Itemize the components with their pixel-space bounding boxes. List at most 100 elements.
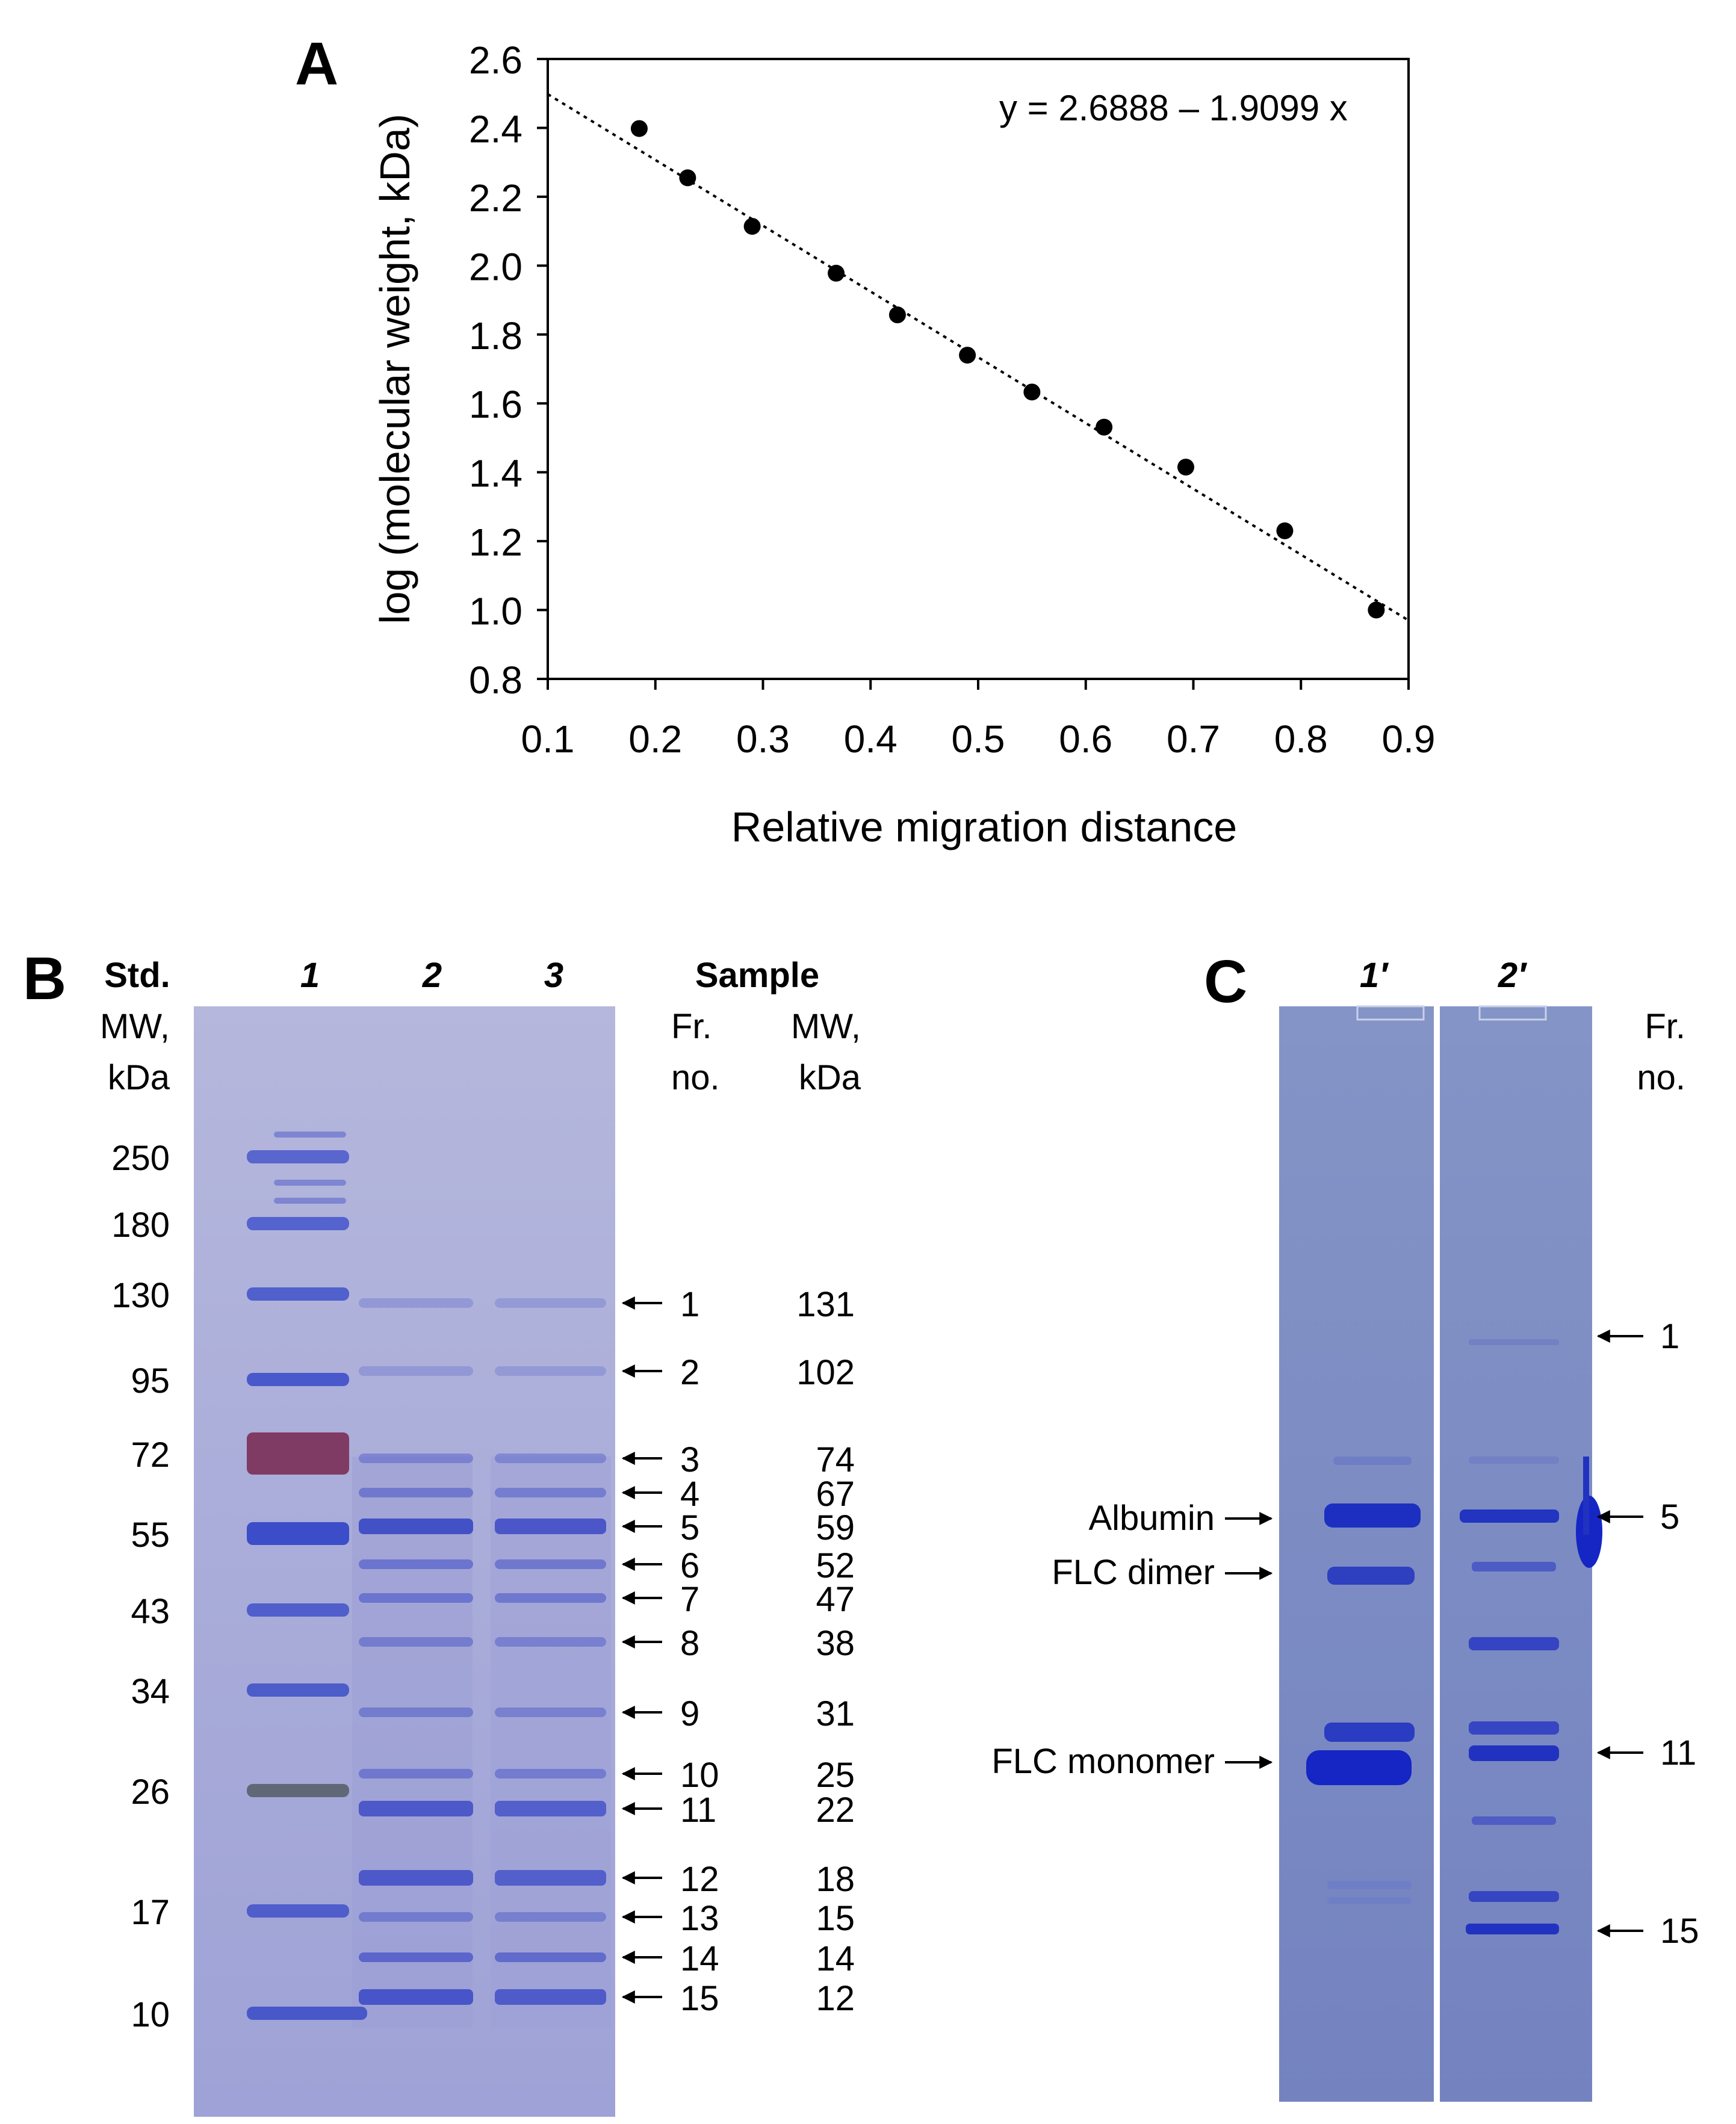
x-tick-label: 0.7 [1167, 717, 1220, 761]
fr-label-2: no. [671, 1058, 720, 1097]
x-tick-label: 0.5 [952, 717, 1005, 761]
std-band [247, 1784, 349, 1797]
fraction-number: 13 [680, 1899, 719, 1938]
sample-band-lane-3 [495, 1454, 606, 1463]
c-fraction-11: 11 [1660, 1733, 1696, 1773]
std-ladder-bands [247, 1132, 367, 2020]
data-point [1276, 522, 1294, 539]
fraction-number: 7 [680, 1580, 699, 1619]
panel-c-letter: C [1204, 948, 1247, 1015]
std-band [247, 1150, 349, 1163]
std-band [247, 1522, 349, 1545]
y-tick-label: 1.0 [469, 590, 522, 633]
sample-band-lane-3 [495, 1870, 606, 1886]
sample-band-lane-3 [495, 1952, 606, 1962]
data-point [630, 120, 648, 137]
band-c2-15 [1466, 1924, 1559, 1934]
fit-line-group [547, 93, 1410, 622]
std-band [247, 1432, 349, 1475]
sample-band-lane-2 [359, 1708, 473, 1717]
sample-header: Sample [695, 956, 819, 995]
data-point [1023, 383, 1041, 401]
std-marker-label: 34 [131, 1672, 170, 1711]
std-marker-label: 130 [111, 1276, 170, 1315]
panel-b: B Std. MW, kDa 1 2 3 Sample Fr. no. MW, … [23, 945, 861, 2117]
sample-band-lane-2 [359, 1593, 473, 1603]
y-tick-label: 2.6 [469, 39, 522, 82]
sample-band-lane-3 [495, 1989, 606, 2005]
band-c2-mid-2 [1469, 1721, 1559, 1735]
std-band [247, 1683, 349, 1697]
std-marker-label: 10 [131, 1995, 170, 2034]
sample-band-lane-2 [359, 1454, 473, 1463]
sample-band-lane-2 [359, 1298, 473, 1308]
fraction-mw: 52 [816, 1546, 855, 1585]
annotation-flc-dimer: FLC dimer [1052, 1553, 1215, 1592]
band-c2-dimer [1472, 1562, 1556, 1571]
std-mw-label-2: kDa [108, 1058, 170, 1097]
data-points [630, 120, 1385, 619]
std-band [247, 1217, 349, 1230]
fraction-mw: 38 [816, 1624, 855, 1663]
panel-a-letter: A [295, 30, 338, 98]
std-marker-label: 55 [131, 1516, 170, 1555]
fraction-number: 6 [680, 1546, 699, 1585]
fraction-mw: 14 [816, 1939, 855, 1978]
fraction-number: 14 [680, 1939, 719, 1978]
sample-band-lane-2 [359, 1519, 473, 1534]
std-marker-label: 17 [131, 1893, 170, 1932]
fraction-mw: 47 [816, 1580, 855, 1619]
data-point [1096, 418, 1113, 436]
std-band [247, 1287, 349, 1301]
fraction-number: 12 [680, 1860, 719, 1899]
fraction-number: 10 [680, 1756, 719, 1795]
fraction-mw: 25 [816, 1756, 855, 1795]
plot-area [547, 58, 1410, 680]
x-tick-label: 0.3 [736, 717, 790, 761]
lane-label-1prime: 1′ [1360, 956, 1389, 995]
y-tick-label: 1.8 [469, 314, 522, 358]
std-marker-labels: 250 180 130 95 72 55 43 34 26 17 10 [111, 1139, 170, 2034]
gel-b-lane-smear-2 [352, 1457, 473, 2028]
y-tick-label: 1.2 [469, 521, 522, 564]
data-point [959, 347, 976, 364]
fr-label-1: Fr. [671, 1007, 712, 1046]
fraction-mw: 102 [796, 1353, 855, 1392]
fraction-mw: 31 [816, 1694, 855, 1733]
gel-b [194, 1006, 615, 2117]
fraction-number: 3 [680, 1440, 699, 1479]
band-c1-upper-monomer [1324, 1723, 1415, 1742]
sample-band-lane-2 [359, 1870, 473, 1886]
band-c2-mid-1 [1469, 1637, 1559, 1650]
gel-b-lane-smear-3 [491, 1457, 611, 2028]
fraction-number: 11 [680, 1791, 716, 1830]
gel-c-well-2 [1478, 1005, 1547, 1021]
x-tick-label: 0.8 [1274, 717, 1328, 761]
x-axis-ticks: 0.1 0.2 0.3 0.4 0.5 0.6 0.7 0.8 0.9 [521, 679, 1435, 761]
sample-band-lane-3 [495, 1708, 606, 1717]
panel-a: A 0.81.01.21.41.61.82.02.22.42.6 0.1 0.2 0… [295, 30, 1435, 850]
annotation-albumin: Albumin [1088, 1499, 1215, 1538]
std-marker-label: 43 [131, 1592, 170, 1631]
band-c1-flc-monomer [1306, 1750, 1412, 1785]
band-c1-flc-dimer [1327, 1567, 1415, 1585]
std-marker-label: 95 [131, 1361, 170, 1401]
std-marker-label: 180 [111, 1206, 170, 1245]
equation-label: y = 2.6888 – 1.9099 x [999, 88, 1348, 128]
fraction-number: 8 [680, 1624, 699, 1663]
data-point [1177, 459, 1194, 476]
sample-band-lane-2 [359, 1952, 473, 1962]
std-marker-label: 250 [111, 1139, 170, 1178]
x-tick-label: 0.4 [844, 717, 897, 761]
fraction-mw: 12 [816, 1979, 855, 2018]
x-axis-label: Relative migration distance [731, 803, 1237, 850]
band-c2-13 [1472, 1816, 1556, 1825]
sample-band-lane-3 [495, 1637, 606, 1647]
panel-b-letter: B [23, 945, 66, 1012]
fraction-number: 4 [680, 1475, 699, 1514]
sample-mw-label-1: MW, [791, 1007, 861, 1046]
fraction-mw: 131 [796, 1285, 855, 1324]
std-band [247, 2007, 367, 2020]
